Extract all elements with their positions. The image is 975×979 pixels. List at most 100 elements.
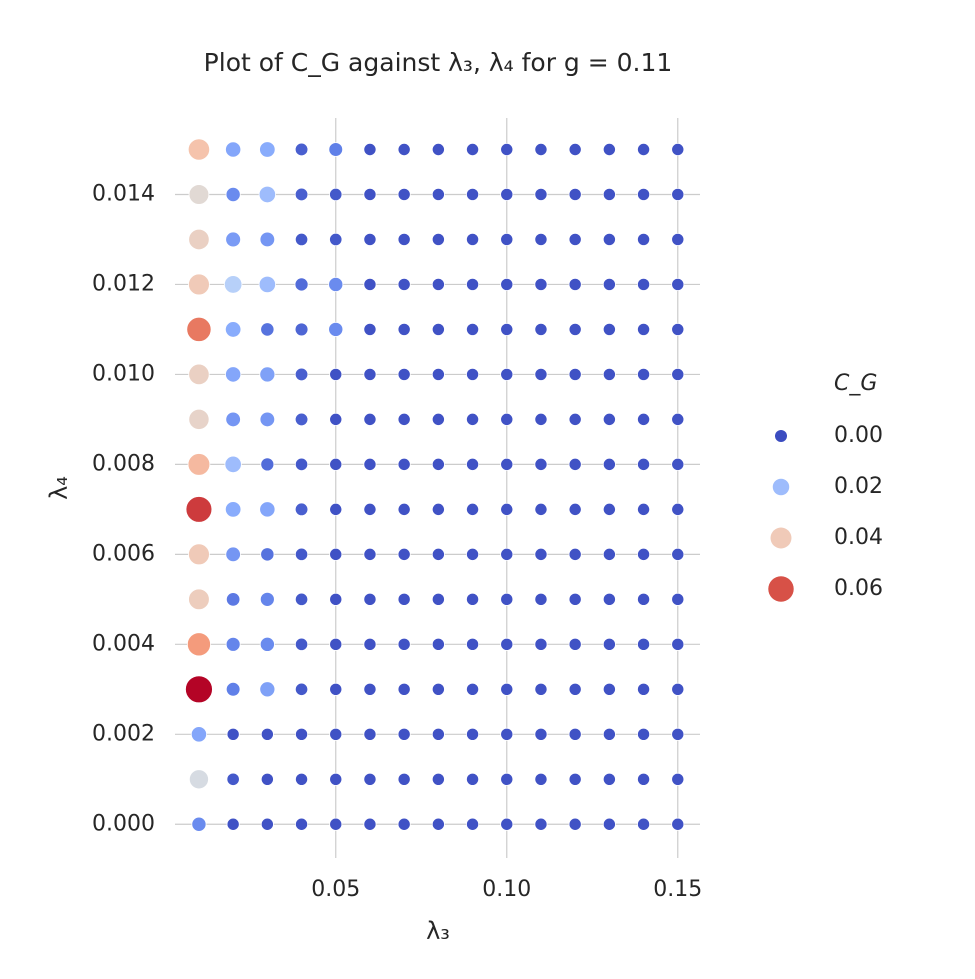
point: [671, 457, 685, 471]
point: [637, 142, 651, 157]
point: [671, 727, 685, 741]
point: [329, 772, 343, 786]
point: [294, 547, 309, 561]
point: [260, 772, 274, 786]
point: [602, 232, 616, 246]
point: [500, 322, 514, 336]
point: [294, 412, 309, 427]
point: [397, 187, 411, 201]
point: [259, 141, 276, 158]
point: [568, 817, 582, 831]
point: [431, 817, 445, 831]
point: [534, 772, 548, 786]
point: [466, 817, 480, 831]
point: [363, 142, 377, 157]
point: [225, 366, 242, 383]
point: [260, 322, 275, 337]
point: [397, 277, 411, 291]
point: [363, 412, 377, 426]
point: [329, 682, 343, 696]
legend-marker: [768, 576, 794, 602]
point: [671, 322, 685, 336]
legend-label: 0.06: [834, 576, 883, 601]
point: [602, 412, 616, 426]
point: [431, 727, 445, 741]
point: [224, 501, 242, 518]
point: [500, 502, 514, 516]
point: [188, 543, 210, 566]
point: [637, 367, 651, 381]
point: [637, 637, 651, 651]
point: [534, 682, 548, 696]
point: [534, 232, 548, 246]
point: [500, 457, 514, 471]
point: [637, 457, 651, 471]
point: [397, 682, 411, 696]
point: [259, 366, 276, 383]
point: [329, 232, 343, 247]
point: [188, 184, 210, 205]
point: [397, 412, 411, 426]
point: [397, 727, 411, 741]
point: [671, 817, 685, 831]
point: [602, 142, 616, 157]
point: [431, 547, 445, 561]
point: [602, 592, 616, 606]
point: [431, 367, 445, 381]
point: [500, 232, 514, 246]
point: [329, 187, 343, 202]
point: [671, 232, 685, 246]
point: [225, 682, 241, 697]
point: [568, 232, 582, 246]
point: [363, 277, 377, 291]
point: [431, 322, 445, 336]
point: [329, 817, 343, 831]
point: [466, 457, 480, 471]
point: [568, 412, 582, 426]
point: [431, 277, 445, 291]
point: [259, 681, 276, 698]
point: [226, 772, 240, 786]
point: [294, 367, 309, 382]
point: [534, 457, 548, 471]
point: [602, 817, 616, 831]
point: [259, 591, 275, 607]
point: [568, 187, 582, 201]
point: [225, 231, 241, 248]
point: [259, 501, 276, 518]
point: [602, 772, 616, 786]
point: [188, 408, 210, 430]
point: [637, 232, 651, 246]
point: [568, 277, 582, 291]
point: [397, 592, 411, 606]
point: [602, 187, 616, 201]
point: [329, 412, 343, 426]
point: [637, 502, 651, 516]
point: [397, 367, 411, 381]
y-tick-label: 0.002: [92, 721, 155, 746]
legend-label: 0.02: [834, 474, 883, 499]
point: [294, 322, 309, 337]
point: [363, 457, 377, 471]
point: [466, 277, 480, 291]
point: [431, 502, 445, 516]
point: [534, 322, 548, 336]
point: [637, 322, 651, 336]
point: [397, 772, 411, 786]
point: [671, 772, 685, 786]
point: [500, 277, 514, 291]
point: [363, 772, 377, 786]
point: [671, 412, 685, 426]
point: [466, 412, 480, 426]
legend-title: C_G: [834, 371, 877, 396]
point: [363, 232, 377, 246]
point: [397, 502, 411, 516]
point: [500, 142, 514, 157]
x-axis-label: λ₃: [426, 917, 450, 945]
point: [671, 592, 685, 606]
point: [329, 367, 343, 381]
point: [602, 322, 616, 336]
point: [185, 675, 213, 704]
point: [466, 727, 480, 741]
